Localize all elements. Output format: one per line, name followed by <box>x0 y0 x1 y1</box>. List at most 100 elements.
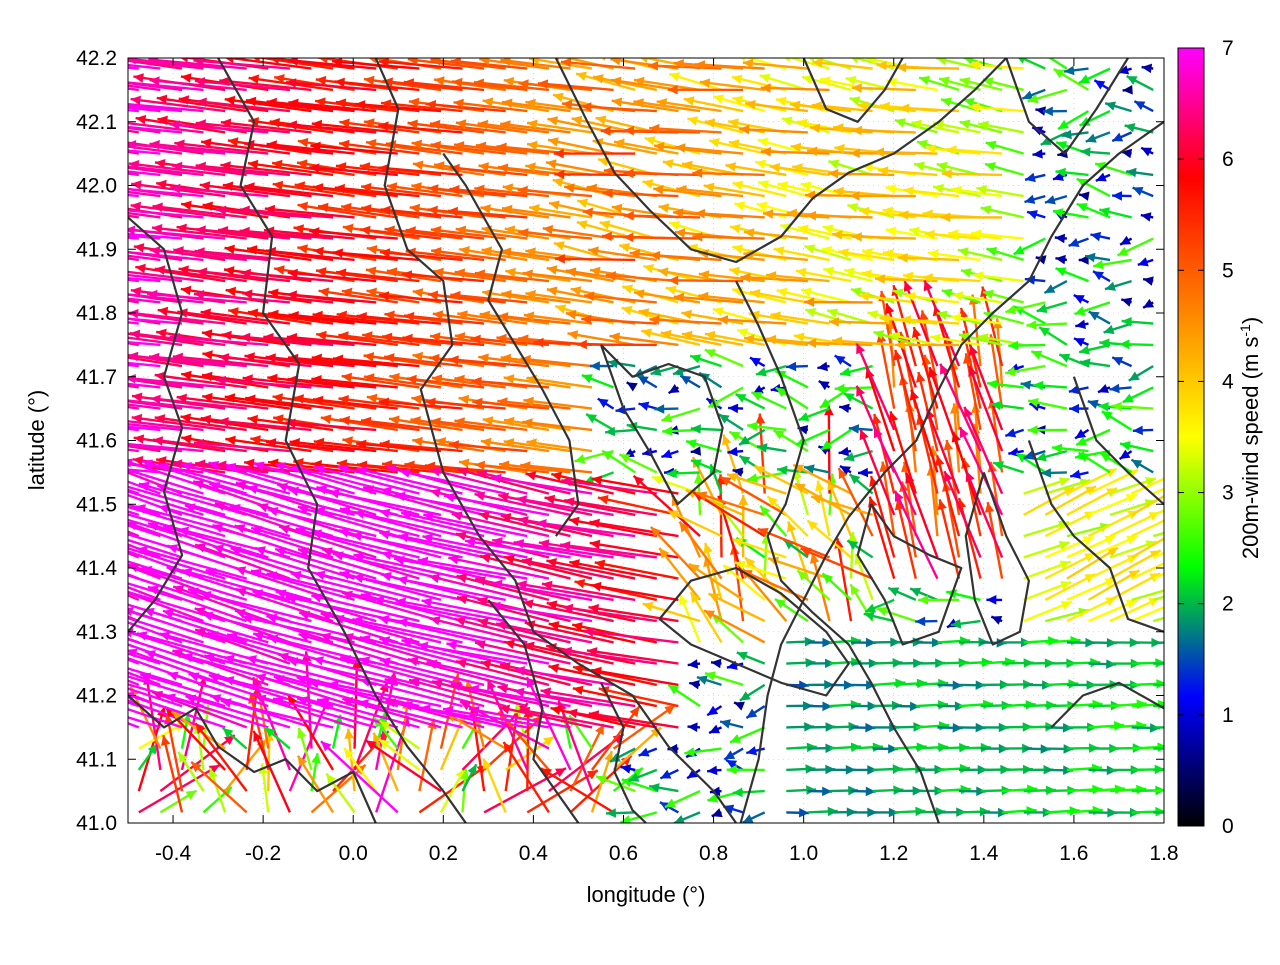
wind-vector-head <box>298 202 309 212</box>
x-axis-label: longitude (°) <box>587 882 706 907</box>
wind-vector <box>739 129 808 132</box>
wind-vector-head <box>64 668 75 677</box>
wind-vector-head <box>85 329 96 339</box>
wind-vector-head <box>746 746 757 755</box>
wind-vector-head <box>65 433 76 443</box>
wind-vector-head <box>601 126 611 136</box>
wind-vector-head <box>624 211 634 221</box>
wind-vector-head <box>1080 147 1090 157</box>
wind-vector-head <box>596 52 607 61</box>
wind-vector-head <box>61 74 71 84</box>
wind-vector-head <box>126 140 136 150</box>
wind-vector-head <box>873 743 883 753</box>
x-tick-label: 0.0 <box>339 842 368 865</box>
wind-vector-head <box>42 646 53 655</box>
wind-vector-head <box>41 370 52 380</box>
wind-vector-head <box>573 686 584 695</box>
wind-vector-head <box>598 495 609 504</box>
wind-vector-head <box>886 227 897 237</box>
wind-vector-head <box>38 73 48 83</box>
wind-vector <box>1132 600 1181 621</box>
wind-vector <box>623 237 700 238</box>
x-tick-label: -0.2 <box>245 842 281 865</box>
wind-vector-head <box>624 126 634 136</box>
wind-vector-head <box>46 582 57 591</box>
wind-vector-head <box>787 209 797 219</box>
wind-vector-head <box>36 308 46 318</box>
colorbar-tick-label: 2 <box>1222 593 1234 616</box>
wind-vector-head <box>498 684 509 693</box>
wind-vector-head <box>1033 381 1043 391</box>
wind-vector-head <box>658 267 669 277</box>
wind-vector-head <box>42 284 53 294</box>
wind-vector-head <box>936 56 947 65</box>
wind-vector <box>668 280 743 281</box>
wind-vector <box>43 202 139 217</box>
wind-vector-head <box>641 329 652 338</box>
x-tick-label: 1.8 <box>1149 842 1178 865</box>
wind-vector-head <box>56 140 66 150</box>
colorbar-tick-label: 6 <box>1222 148 1234 171</box>
wind-vector-head <box>852 126 862 136</box>
wind-vector-head <box>118 587 129 596</box>
colorbar-label-superscript: -1 <box>1237 324 1253 337</box>
wind-vector <box>1132 587 1177 600</box>
wind-vector <box>46 582 139 621</box>
wind-vector-head <box>96 523 107 532</box>
wind-vector-head <box>1166 585 1177 594</box>
wind-vector-head <box>471 377 481 387</box>
wind-vector-head <box>828 160 839 169</box>
wind-vector-head <box>733 181 744 190</box>
wind-vector-head <box>958 247 969 256</box>
wind-vector-head <box>546 159 557 168</box>
wind-vector-head <box>311 753 321 764</box>
wind-vector-head <box>776 97 787 106</box>
wind-vector-head <box>41 540 52 549</box>
wind-vector-head <box>39 158 49 168</box>
wind-vector-head <box>77 226 87 236</box>
wind-vector-head <box>319 288 330 298</box>
wind-vector-head <box>938 700 948 710</box>
wind-vector-head <box>235 566 246 575</box>
x-tick-label: 0.4 <box>519 842 549 865</box>
wind-vector-head <box>730 224 741 233</box>
wind-vector-head <box>258 503 269 512</box>
wind-vector-head <box>732 75 743 84</box>
wind-vector <box>555 259 635 260</box>
wind-vector-head <box>1133 426 1143 436</box>
wind-vector-head <box>725 162 736 171</box>
colorbar-label-end: ) <box>1238 317 1263 324</box>
wind-vector-head <box>1093 806 1103 816</box>
wind-vector-head <box>1092 764 1102 774</box>
wind-vector-head <box>83 478 94 487</box>
wind-vector-head <box>354 510 365 519</box>
x-tick-label: -0.4 <box>155 842 192 865</box>
wind-vector-head <box>938 499 947 510</box>
wind-vector-head <box>547 287 558 296</box>
x-tick-label: 0.8 <box>699 842 728 865</box>
wind-vector-head <box>877 607 888 616</box>
wind-vector <box>42 287 139 302</box>
y-tick-label: 41.4 <box>76 557 117 580</box>
wind-vector-head <box>722 435 731 446</box>
wind-vector-head <box>97 480 108 489</box>
wind-vector-head <box>770 311 781 321</box>
wind-vector-head <box>939 721 949 731</box>
wind-vector-head <box>459 395 470 405</box>
wind-vector-head <box>885 184 896 194</box>
wind-vector-head <box>61 244 71 253</box>
wind-vector-head <box>728 404 738 414</box>
colorbar-label-main: 200m-wind speed (m s <box>1238 337 1263 560</box>
wind-vector-head <box>914 162 925 171</box>
wind-vector-head <box>681 310 692 319</box>
wind-vector-head <box>885 303 894 314</box>
wind-vector-head <box>690 354 701 363</box>
wind-vector-head <box>61 456 72 465</box>
wind-vector-head <box>64 562 75 571</box>
wind-vector-head <box>775 599 786 609</box>
wind-vector-head <box>87 456 98 465</box>
wind-vector-head <box>40 243 51 253</box>
wind-vector <box>42 139 139 154</box>
wind-vector-head <box>1026 320 1036 330</box>
